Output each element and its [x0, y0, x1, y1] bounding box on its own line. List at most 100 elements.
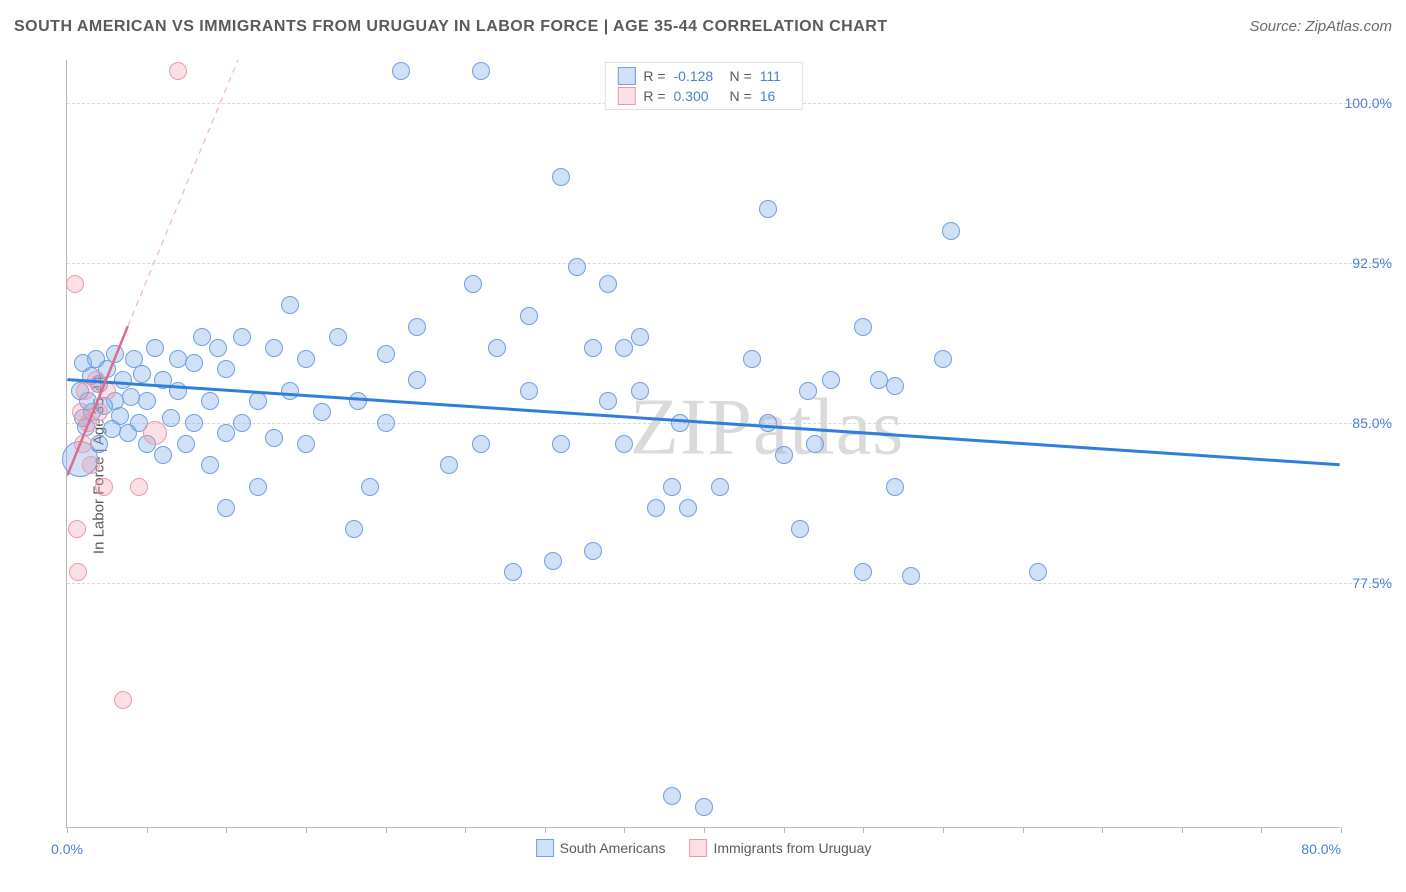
scatter-point	[185, 414, 203, 432]
x-tick-mark	[306, 827, 307, 833]
scatter-point	[392, 62, 410, 80]
legend-swatch	[617, 67, 635, 85]
scatter-point	[122, 388, 140, 406]
scatter-point	[313, 403, 331, 421]
scatter-point	[281, 382, 299, 400]
y-tick-label: 77.5%	[1342, 575, 1392, 591]
scatter-point	[822, 371, 840, 389]
scatter-point	[408, 371, 426, 389]
correlation-legend: R =-0.128N =111R =0.300N =16	[604, 62, 802, 110]
x-tick-mark	[784, 827, 785, 833]
legend-item: Immigrants from Uruguay	[689, 839, 871, 857]
title-bar: SOUTH AMERICAN VS IMMIGRANTS FROM URUGUA…	[14, 18, 1392, 36]
scatter-point	[464, 275, 482, 293]
plot-area: ZIPatlas R =-0.128N =111R =0.300N =16 So…	[66, 60, 1340, 828]
scatter-point	[695, 798, 713, 816]
scatter-point	[233, 328, 251, 346]
scatter-point	[584, 339, 602, 357]
scatter-point	[520, 307, 538, 325]
scatter-point	[177, 435, 195, 453]
legend-n-value: 111	[760, 68, 790, 84]
x-tick-mark	[624, 827, 625, 833]
x-tick-mark	[1182, 827, 1183, 833]
scatter-point	[854, 563, 872, 581]
legend-swatch	[689, 839, 707, 857]
scatter-point	[743, 350, 761, 368]
scatter-point	[599, 275, 617, 293]
scatter-point	[934, 350, 952, 368]
scatter-point	[154, 446, 172, 464]
scatter-point	[631, 382, 649, 400]
scatter-point	[90, 403, 108, 421]
scatter-point	[679, 499, 697, 517]
legend-n-label: N =	[730, 88, 752, 104]
scatter-point	[217, 499, 235, 517]
scatter-point	[886, 478, 904, 496]
scatter-point	[201, 456, 219, 474]
scatter-point	[854, 318, 872, 336]
scatter-point	[138, 392, 156, 410]
scatter-point	[615, 435, 633, 453]
legend-row: R =0.300N =16	[617, 87, 789, 105]
scatter-point	[552, 168, 570, 186]
legend-row: R = -0.128 N = 111	[617, 67, 789, 85]
x-tick-mark	[67, 827, 68, 833]
scatter-point	[66, 275, 84, 293]
x-tick-mark	[1261, 827, 1262, 833]
scatter-point	[349, 392, 367, 410]
scatter-point	[249, 392, 267, 410]
trend-line	[128, 60, 238, 326]
scatter-point	[74, 435, 92, 453]
scatter-point	[265, 339, 283, 357]
scatter-point	[544, 552, 562, 570]
scatter-point	[114, 691, 132, 709]
chart-title: SOUTH AMERICAN VS IMMIGRANTS FROM URUGUA…	[14, 18, 888, 36]
scatter-point	[82, 456, 100, 474]
scatter-point	[95, 478, 113, 496]
scatter-point	[146, 339, 164, 357]
scatter-point	[125, 350, 143, 368]
scatter-point	[711, 478, 729, 496]
scatter-point	[488, 339, 506, 357]
legend-label: South Americans	[560, 840, 666, 856]
gridline	[67, 263, 1392, 264]
gridline	[67, 583, 1392, 584]
scatter-point	[217, 424, 235, 442]
scatter-point	[217, 360, 235, 378]
scatter-point	[615, 339, 633, 357]
legend-r-value: -0.128	[674, 68, 722, 84]
scatter-point	[169, 350, 187, 368]
x-tick-mark	[704, 827, 705, 833]
x-tick-mark	[1102, 827, 1103, 833]
x-tick-label: 0.0%	[51, 841, 83, 857]
scatter-point	[942, 222, 960, 240]
y-tick-label: 85.0%	[1342, 415, 1392, 431]
scatter-point	[297, 350, 315, 368]
scatter-point	[377, 414, 395, 432]
scatter-point	[791, 520, 809, 538]
series-legend: South Americans Immigrants from Uruguay	[536, 839, 872, 857]
legend-swatch	[536, 839, 554, 857]
legend-n-label: N =	[730, 68, 752, 84]
scatter-point	[552, 435, 570, 453]
legend-r-label: R =	[643, 68, 665, 84]
scatter-point	[68, 520, 86, 538]
scatter-point	[265, 429, 283, 447]
scatter-point	[119, 424, 137, 442]
legend-r-value: 0.300	[674, 88, 722, 104]
x-tick-mark	[943, 827, 944, 833]
scatter-point	[169, 382, 187, 400]
scatter-point	[663, 478, 681, 496]
scatter-point	[345, 520, 363, 538]
scatter-point	[806, 435, 824, 453]
legend-label: Immigrants from Uruguay	[713, 840, 871, 856]
scatter-point	[74, 354, 92, 372]
y-tick-label: 92.5%	[1342, 255, 1392, 271]
x-tick-mark	[1023, 827, 1024, 833]
chart-container: In Labor Force | Age 35-44 ZIPatlas R =-…	[14, 52, 1392, 878]
scatter-point	[599, 392, 617, 410]
scatter-point	[902, 567, 920, 585]
scatter-point	[472, 62, 490, 80]
scatter-point	[130, 478, 148, 496]
scatter-point	[209, 339, 227, 357]
